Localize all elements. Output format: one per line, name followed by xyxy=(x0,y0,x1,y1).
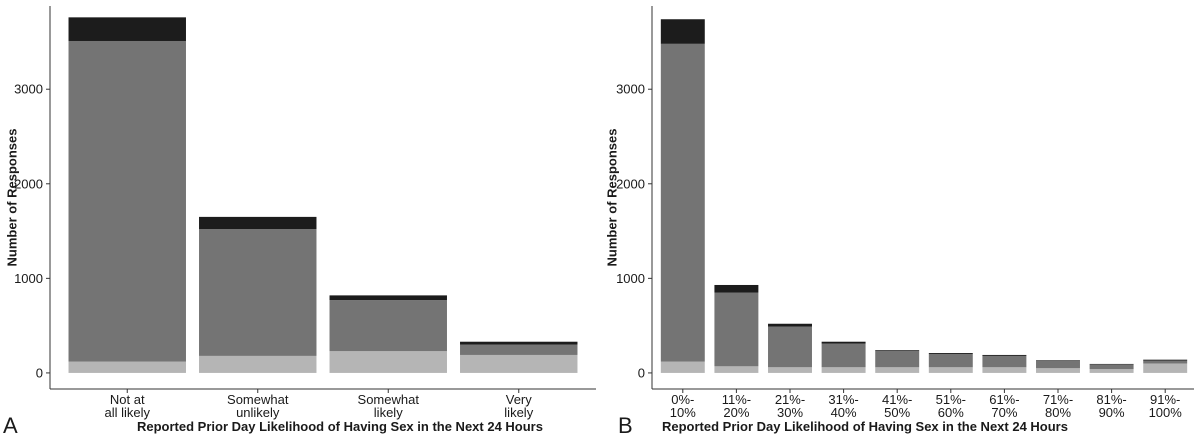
bar-segment-3 xyxy=(714,285,758,293)
x-tick-label: 100% xyxy=(1149,405,1183,420)
bar-segment-3 xyxy=(460,342,577,345)
x-tick-label: 10% xyxy=(670,405,696,420)
bar-segment-3 xyxy=(199,217,316,229)
bar-segment-3 xyxy=(822,342,866,344)
bar-segment-1 xyxy=(460,355,577,373)
bar-segment-1 xyxy=(822,367,866,373)
bar-segment-2 xyxy=(330,300,447,351)
y-tick-label: 0 xyxy=(638,365,645,380)
bar-segment-3 xyxy=(875,350,919,351)
x-tick-label: 80% xyxy=(1045,405,1071,420)
bar-segment-1 xyxy=(929,367,973,373)
y-axis-title: Number of Responses xyxy=(605,129,620,267)
bar-segment-1 xyxy=(1090,369,1134,373)
x-axis-title: Reported Prior Day Likelihood of Having … xyxy=(137,419,543,434)
x-tick-label: 30% xyxy=(777,405,803,420)
x-tick-label: 40% xyxy=(831,405,857,420)
bar-segment-2 xyxy=(875,351,919,367)
bar-segment-3 xyxy=(982,355,1026,356)
bar-segment-1 xyxy=(1143,363,1187,372)
bar-segment-3 xyxy=(330,295,447,300)
bar-segment-1 xyxy=(330,351,447,373)
x-axis-title: Reported Prior Day Likelihood of Having … xyxy=(662,419,1068,434)
bar-segment-3 xyxy=(69,17,186,41)
y-tick-label: 0 xyxy=(36,365,43,380)
x-tick-label: 70% xyxy=(991,405,1017,420)
x-tick-label: 60% xyxy=(938,405,964,420)
bar-segment-2 xyxy=(1036,361,1080,369)
x-tick-label: likely xyxy=(374,405,403,420)
bar-segment-1 xyxy=(768,367,812,373)
bar-segment-1 xyxy=(714,366,758,373)
panel-label: A xyxy=(3,413,18,436)
bar-segment-2 xyxy=(1143,361,1187,364)
x-tick-label: likely xyxy=(504,405,533,420)
bar-segment-2 xyxy=(822,344,866,368)
bar-segment-2 xyxy=(714,293,758,367)
bar-segment-2 xyxy=(768,327,812,368)
bar-segment-1 xyxy=(875,367,919,373)
y-tick-label: 3000 xyxy=(616,82,645,97)
bar-segment-2 xyxy=(1090,364,1134,369)
bar-segment-1 xyxy=(199,356,316,373)
panel-label: B xyxy=(618,413,633,436)
bar-segment-3 xyxy=(661,19,705,44)
bar-segment-1 xyxy=(69,362,186,373)
bar-segment-2 xyxy=(460,345,577,355)
bar-segment-2 xyxy=(69,41,186,362)
x-tick-label: unlikely xyxy=(236,405,280,420)
bar-segment-1 xyxy=(982,367,1026,373)
bar-segment-2 xyxy=(199,229,316,356)
y-axis-title: Number of Responses xyxy=(5,129,20,267)
y-tick-label: 2000 xyxy=(616,176,645,191)
bar-segment-3 xyxy=(768,324,812,327)
y-tick-label: 1000 xyxy=(616,271,645,286)
x-tick-label: 90% xyxy=(1099,405,1125,420)
bar-segment-3 xyxy=(929,353,973,354)
bar-segment-3 xyxy=(1143,360,1187,361)
x-tick-label: 20% xyxy=(723,405,749,420)
bar-segment-1 xyxy=(1036,368,1080,373)
x-tick-label: all likely xyxy=(104,405,150,420)
bar-segment-2 xyxy=(982,356,1026,367)
bar-segment-2 xyxy=(661,44,705,362)
x-tick-label: 50% xyxy=(884,405,910,420)
y-tick-label: 3000 xyxy=(14,82,43,97)
bar-segment-1 xyxy=(661,362,705,373)
y-tick-label: 1000 xyxy=(14,271,43,286)
bar-segment-2 xyxy=(929,354,973,367)
